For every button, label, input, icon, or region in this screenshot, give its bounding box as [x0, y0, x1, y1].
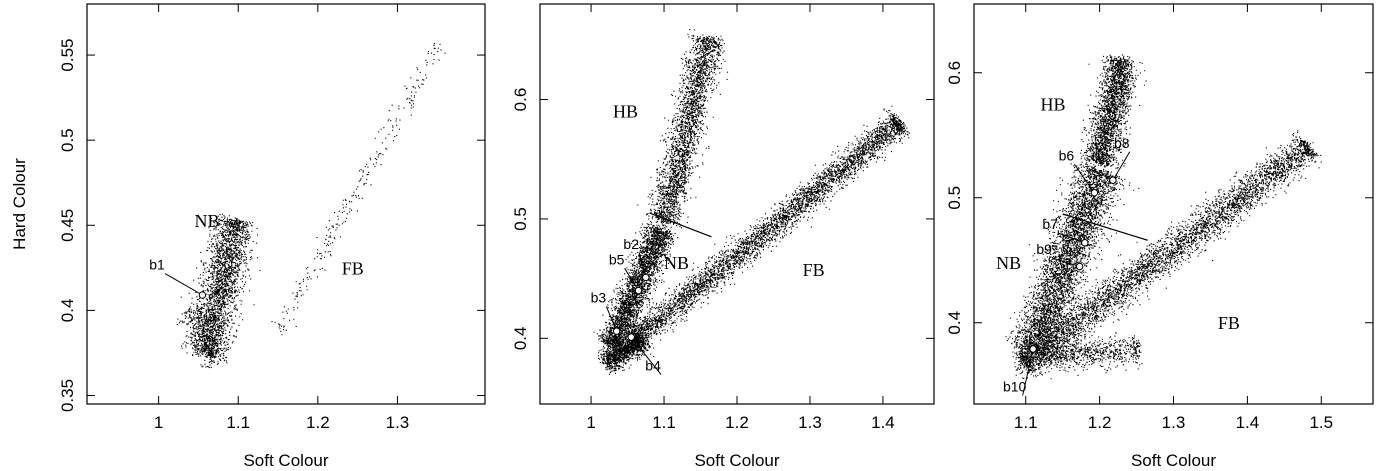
marked-point-b1 — [198, 291, 207, 299]
x-tick-label: 1 — [154, 413, 163, 432]
chart-panel-left: 1 1.1 1.2 1.3 0.35 0.4 0.45 0.5 0.55 Soft Colour H… — [10, 3, 486, 470]
x-tick-label: 1.3 — [798, 413, 822, 432]
point-label-b8: b8 — [1114, 135, 1130, 151]
branch-divider-line — [1062, 213, 1148, 241]
point-label-b9: b9 — [1036, 241, 1052, 257]
x-axis-label: Soft Colour — [243, 451, 328, 470]
chart-panel-right: 1.1 1.2 1.3 1.4 1.5 0.4 0.5 0.6 Soft Colour HB NB F… — [945, 3, 1374, 470]
marked-point-b9 — [1075, 262, 1084, 271]
point-label-b6: b6 — [1059, 147, 1075, 163]
point-leader-line — [638, 252, 647, 278]
x-tick-label: 1.1 — [652, 413, 676, 432]
point-label-b10: b10 — [1003, 379, 1027, 395]
point-leader-line — [1057, 232, 1086, 244]
marked-point-b4 — [627, 333, 635, 341]
x-tick-label: 1.4 — [1236, 413, 1260, 432]
marked-point-b6 — [1090, 189, 1099, 197]
chart-panel-middle: 1 1.1 1.2 1.3 1.4 0.4 0.5 0.6 Soft Colour HB NB FB b… — [511, 3, 935, 470]
branch-label-fb: FB — [803, 260, 825, 280]
point-label-b5: b5 — [609, 251, 625, 267]
y-tick-label: 0.55 — [58, 39, 77, 72]
marked-point-b7 — [1081, 239, 1089, 247]
branch-label-hb: HB — [1041, 94, 1066, 114]
x-tick-label: 1.1 — [1014, 413, 1038, 432]
point-leader-line — [1022, 348, 1034, 396]
scatter-cloud-2 — [622, 105, 911, 356]
point-label-b2: b2 — [623, 236, 639, 252]
x-tick-label: 1.3 — [1162, 413, 1186, 432]
point-label-b7: b7 — [1042, 216, 1058, 232]
y-tick-label: 0.4 — [58, 299, 77, 323]
scatter-points — [593, 29, 911, 375]
point-leader-line — [605, 306, 618, 332]
x-tick-label: 1.2 — [725, 413, 749, 432]
y-tick-label: 0.5 — [511, 207, 530, 231]
y-axis-label: Hard Colour — [10, 158, 29, 250]
branch-label-nb: NB — [664, 253, 689, 273]
scatter-cloud-3 — [597, 327, 655, 375]
point-leader-line — [1112, 151, 1131, 181]
point-label-b3: b3 — [591, 290, 607, 306]
branch-divider-line — [649, 212, 712, 238]
point-leader-line — [1052, 257, 1080, 267]
y-tick-label: 0.6 — [945, 61, 964, 85]
branch-label-nb: NB — [194, 211, 219, 231]
x-tick-label: 1.2 — [306, 413, 330, 432]
x-tick-label: 1.1 — [226, 413, 250, 432]
scatter-points — [1005, 54, 1322, 380]
x-axis-label: Soft Colour — [1131, 451, 1216, 470]
point-leader-line — [630, 336, 662, 375]
scatter-cloud-0 — [593, 221, 679, 355]
x-tick-label: 1 — [586, 413, 595, 432]
y-tick-label: 0.4 — [511, 327, 530, 351]
branch-label-nb: NB — [996, 253, 1021, 273]
marked-point-b3 — [612, 327, 621, 335]
marked-point-b5 — [634, 286, 643, 295]
x-tick-label: 1.2 — [1088, 413, 1112, 432]
branch-label-fb: FB — [1218, 313, 1240, 333]
scatter-cloud-2 — [1011, 130, 1322, 378]
branch-label-hb: HB — [613, 101, 638, 121]
scatter-cloud-0 — [1005, 161, 1140, 362]
scatter-cloud-1 — [176, 305, 228, 369]
x-axis-label: Soft Colour — [694, 451, 779, 470]
y-tick-label: 0.35 — [58, 379, 77, 412]
point-leader-line — [164, 273, 203, 296]
x-tick-label: 1.4 — [871, 413, 895, 432]
y-tick-label: 0.4 — [945, 311, 964, 335]
scatter-points — [176, 43, 446, 369]
scatter-cloud-0 — [180, 213, 261, 365]
plot-frame — [539, 3, 935, 405]
scatter-cloud-1 — [637, 29, 729, 229]
point-label-b1: b1 — [149, 257, 165, 273]
branch-label-fb: FB — [342, 259, 364, 279]
y-tick-label: 0.5 — [58, 128, 77, 152]
y-tick-label: 0.45 — [58, 209, 77, 242]
point-leader-line — [1073, 163, 1095, 194]
point-label-b4: b4 — [645, 358, 661, 374]
y-tick-label: 0.5 — [945, 186, 964, 210]
y-tick-label: 0.6 — [511, 88, 530, 112]
marked-point-b10 — [1029, 345, 1037, 353]
plot-frame — [86, 3, 486, 405]
scatter-cloud-2 — [271, 43, 446, 336]
scatter-cloud-1 — [1080, 54, 1147, 169]
point-leader-line — [624, 268, 639, 291]
x-tick-label: 1.5 — [1309, 413, 1333, 432]
x-tick-label: 1.3 — [386, 413, 410, 432]
marked-point-b2 — [642, 273, 650, 282]
marked-point-b8 — [1109, 176, 1117, 184]
